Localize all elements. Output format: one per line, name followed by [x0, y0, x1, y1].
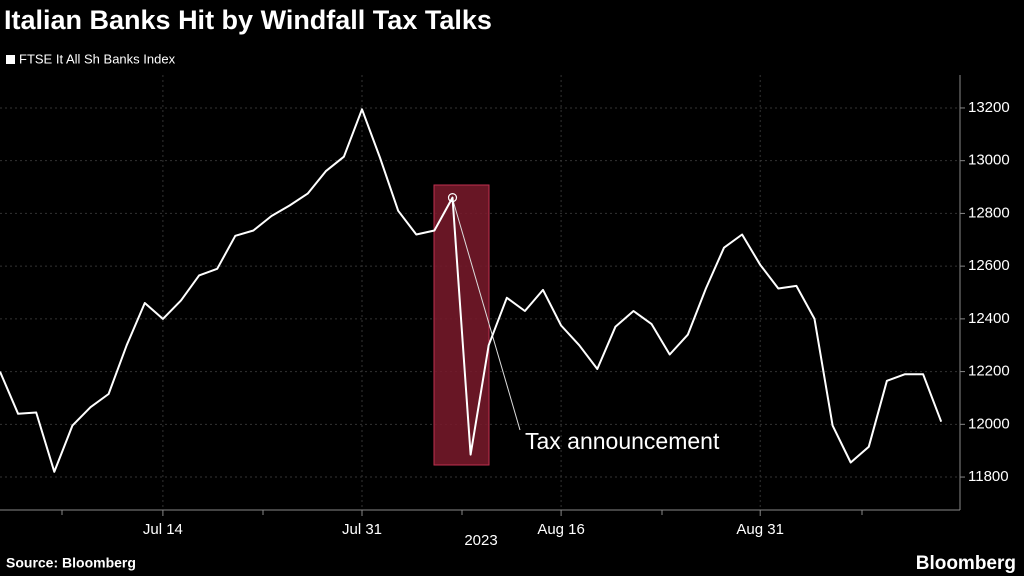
- x-tick-label: Aug 16: [537, 521, 585, 538]
- brand: Bloomberg: [916, 553, 1016, 574]
- y-tick-label: 13200: [968, 99, 1010, 116]
- source: Source: Bloomberg: [6, 555, 136, 571]
- y-tick-label: 11800: [968, 468, 1009, 485]
- legend-label: FTSE It All Sh Banks Index: [19, 51, 176, 66]
- chart-title: Italian Banks Hit by Windfall Tax Talks: [4, 5, 492, 35]
- annotation-marker: [447, 192, 458, 203]
- annotation-leader: [451, 196, 521, 431]
- y-tick-label: 12600: [968, 257, 1010, 274]
- series-line: [0, 108, 943, 473]
- minor-ticks: [61, 510, 863, 515]
- x-tick-label: Jul 31: [342, 521, 382, 538]
- x-tick-label: Jul 14: [143, 521, 183, 538]
- y-tick-label: 12800: [968, 204, 1010, 221]
- legend-swatch: [6, 55, 15, 64]
- annotation: Tax announcement: [525, 428, 720, 454]
- y-tick-label: 12000: [968, 415, 1010, 432]
- y-tick-label: 13000: [968, 152, 1010, 169]
- x-tick-label: Aug 31: [736, 521, 784, 538]
- y-tick-label: 12200: [968, 363, 1010, 380]
- x-axis-label: 2023: [464, 532, 497, 549]
- y-tick-label: 12400: [968, 310, 1010, 327]
